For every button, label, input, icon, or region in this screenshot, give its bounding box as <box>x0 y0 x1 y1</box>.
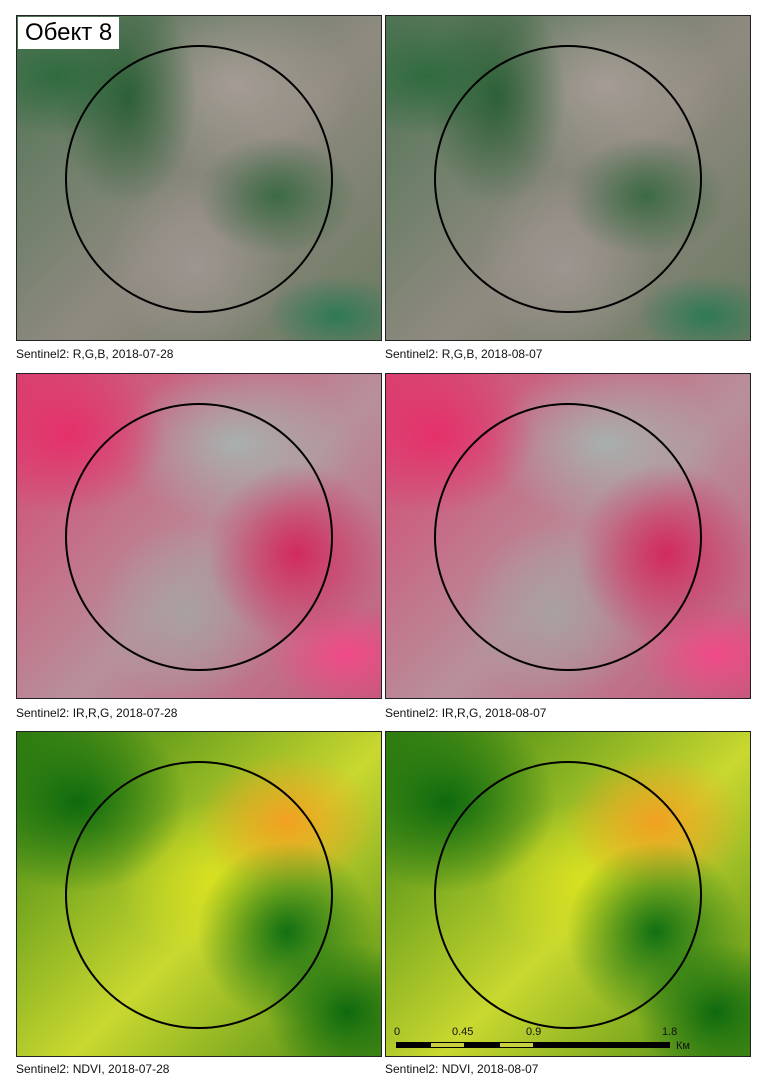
area-circle <box>434 761 702 1029</box>
figure-title: Обект 8 <box>18 17 120 49</box>
map-panel-ir-2018-07-28 <box>16 373 382 699</box>
map-panel-ndvi-2018-08-07: 0 0.45 0.9 1.8 Км <box>385 731 751 1057</box>
scale-label: 0.45 <box>452 1026 474 1038</box>
area-circle <box>65 761 333 1029</box>
area-circle <box>434 403 702 671</box>
caption: Sentinel2: IR,R,G, 2018-08-07 <box>385 706 547 720</box>
scale-unit: Км <box>676 1040 690 1052</box>
area-circle <box>434 45 702 313</box>
caption: Sentinel2: NDVI, 2018-07-28 <box>16 1062 170 1076</box>
scale-label: 0 <box>394 1026 401 1038</box>
map-panel-ir-2018-08-07 <box>385 373 751 699</box>
map-panel-ndvi-2018-07-28 <box>16 731 382 1057</box>
area-circle <box>65 45 333 313</box>
area-circle <box>65 403 333 671</box>
caption: Sentinel2: R,G,B, 2018-08-07 <box>385 347 543 361</box>
scale-label: 1.8 <box>662 1026 678 1038</box>
map-panel-rgb-2018-07-28 <box>16 15 382 341</box>
scale-label: 0.9 <box>526 1026 542 1038</box>
map-panel-rgb-2018-08-07 <box>385 15 751 341</box>
caption: Sentinel2: NDVI, 2018-08-07 <box>385 1062 539 1076</box>
caption: Sentinel2: R,G,B, 2018-07-28 <box>16 347 174 361</box>
caption: Sentinel2: IR,R,G, 2018-07-28 <box>16 706 178 720</box>
